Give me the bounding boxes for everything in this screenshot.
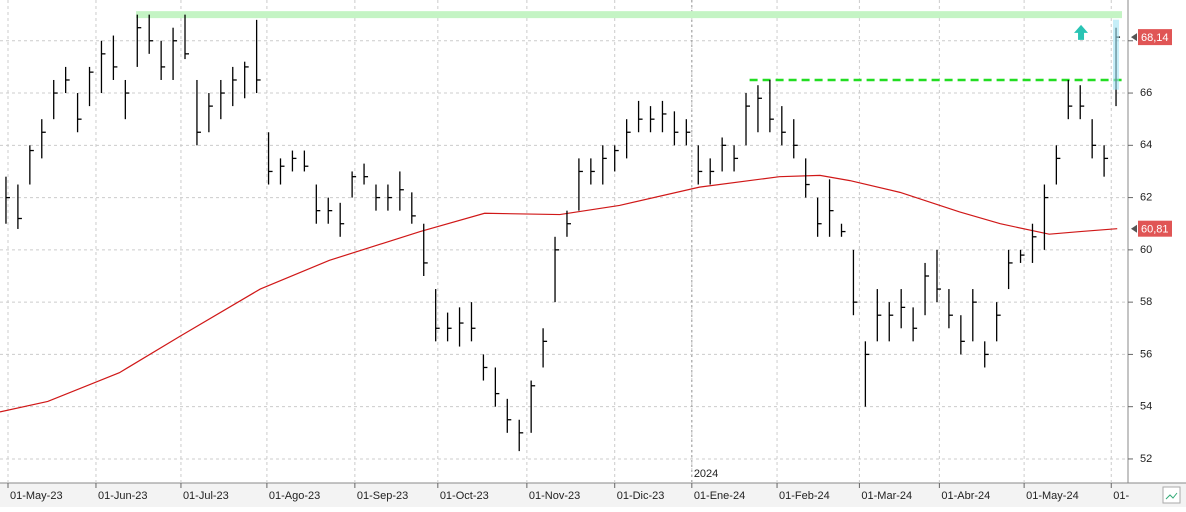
x-tick-label: 01-Mar-24 [861, 490, 912, 502]
x-tick-label: 01-Sep-23 [357, 490, 408, 502]
y-tick-label: 66 [1140, 87, 1152, 99]
y-tick-label: 56 [1140, 348, 1152, 360]
price-label: 68,14 [1141, 32, 1169, 44]
x-tick-label: 01-Jun-23 [98, 490, 148, 502]
up-arrow [1074, 24, 1089, 40]
y-tick-label: 54 [1140, 401, 1152, 413]
x-tick-label: 01- [1113, 490, 1129, 502]
x-tick-label: 01-Dic-23 [617, 490, 665, 502]
y-tick-label: 62 [1140, 191, 1152, 203]
y-tick-label: 60 [1140, 244, 1152, 256]
y-tick-label: 64 [1140, 139, 1152, 151]
x-tick-label: 01-May-24 [1026, 490, 1079, 502]
price-label-box [1138, 220, 1172, 237]
moving-average [0, 174, 1118, 413]
x-tick-label: 01-Abr-24 [941, 490, 990, 502]
price-label: 60,81 [1141, 224, 1169, 236]
price-pointer [1131, 224, 1137, 233]
x-tick-label: 01-Nov-23 [529, 490, 580, 502]
x-tick-label: 01-Oct-23 [440, 490, 489, 502]
x-tick-label: 01-Jul-23 [183, 490, 229, 502]
x-tick-label: 01-Ene-24 [694, 490, 745, 502]
breakout-highlight [1113, 19, 1120, 90]
y-tick-label: 58 [1140, 296, 1152, 308]
corner-button[interactable] [1162, 486, 1181, 504]
x-tick-label: 01-Feb-24 [779, 490, 830, 502]
price-pointer [1131, 33, 1137, 42]
x-axis-strip [0, 483, 1186, 507]
price-label-box [1138, 29, 1172, 46]
x-tick-label: 01-May-23 [10, 490, 63, 502]
x-tick-label: 01-Ago-23 [269, 490, 320, 502]
y-tick-label: 52 [1140, 453, 1152, 465]
year-label: 2024 [694, 468, 718, 480]
corner-icon [1165, 492, 1178, 500]
